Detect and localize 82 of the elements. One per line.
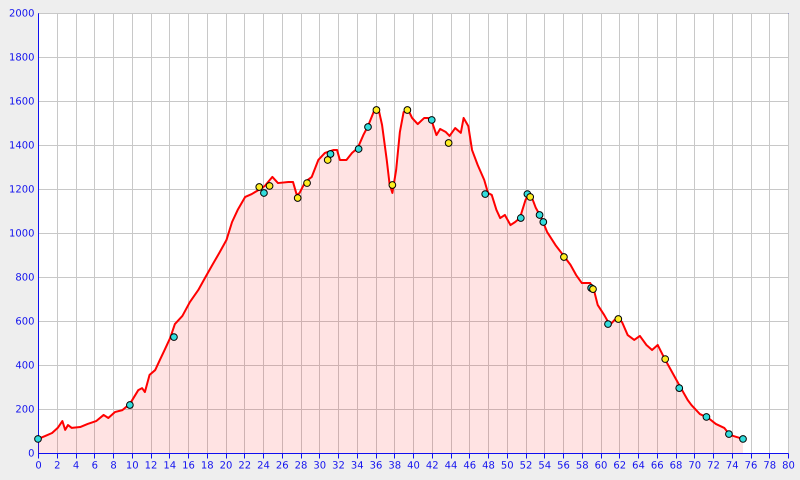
x-tick-label: 76 [744,460,758,472]
y-tick-label: 1200 [9,184,34,196]
point [326,150,334,158]
point [702,413,710,421]
x-tick-label: 18 [200,460,214,472]
point [661,355,670,363]
point [526,193,534,201]
x-tick-label: 26 [276,460,289,472]
x-tick-label: 44 [444,460,458,472]
x-tick-label: 22 [238,460,252,472]
x-tick-label: 48 [482,460,495,472]
x-tick-label: 74 [726,460,739,472]
x-tick-label: 10 [126,460,139,472]
y-tick-label: 1400 [9,140,34,152]
x-tick-label: 80 [782,460,795,472]
point [516,214,525,222]
point [614,315,622,323]
x-tick-label: 54 [538,460,552,472]
point [364,123,372,131]
point [266,182,274,190]
point [675,384,684,392]
x-tick-label: 64 [632,460,645,472]
x-tick-label: 16 [182,460,195,472]
point [372,106,380,114]
y-tick-label: 600 [15,316,34,328]
x-tick-label: 2 [54,460,60,472]
point [539,218,548,226]
point [725,430,733,438]
x-tick-label: 68 [670,460,682,472]
point [481,190,490,198]
x-tick-label: 12 [144,460,158,472]
x-tick-label: 4 [72,460,80,472]
x-tick-label: 66 [650,460,664,472]
x-tick-label: 72 [707,460,720,472]
x-tick-label: 56 [557,460,570,472]
x-tick-label: 24 [257,460,270,472]
x-tick-label: 14 [163,460,176,472]
point [170,333,178,341]
x-tick-label: 30 [313,460,326,472]
point [560,253,568,261]
x-tick-label: 40 [407,460,420,472]
x-tick-label: 6 [92,460,98,472]
x-tick-label: 50 [500,460,514,472]
x-tick-label: 70 [688,460,702,472]
x-tick-label: 34 [350,460,364,472]
x-tick-label: 20 [220,460,232,472]
y-tick-label: 1600 [9,96,34,108]
x-tick-label: 60 [594,460,608,472]
x-tick-label: 42 [426,460,439,472]
x-tick-label: 52 [520,460,532,472]
x-tick-label: 62 [613,460,626,472]
y-tick-label: 1000 [9,228,34,240]
y-tick-label: 0 [28,448,34,460]
x-tick-label: 46 [463,460,476,472]
point [404,106,412,114]
point [444,139,452,147]
x-tick-label: 58 [576,460,589,472]
y-tick-label: 400 [15,360,34,372]
point [354,145,362,153]
x-tick-label: 36 [370,460,382,472]
point [126,401,134,409]
point [303,179,311,187]
point [324,156,332,164]
point [260,189,268,197]
x-tick-label: 8 [110,460,117,472]
point [388,181,396,189]
point [294,194,302,202]
y-tick-label: 800 [15,272,34,284]
y-tick-label: 1800 [9,52,34,64]
x-tick-label: 32 [332,460,345,472]
x-tick-label: 38 [388,460,402,472]
y-tick-label: 200 [15,404,34,416]
point [428,116,436,124]
point [604,320,612,328]
x-tick-label: 28 [294,460,308,472]
y-tick-label: 2000 [9,8,34,20]
x-tick-label: 0 [35,460,42,472]
point [536,211,544,219]
point [739,435,747,443]
point [34,435,42,443]
point [255,183,264,191]
x-tick-label: 78 [763,460,776,472]
